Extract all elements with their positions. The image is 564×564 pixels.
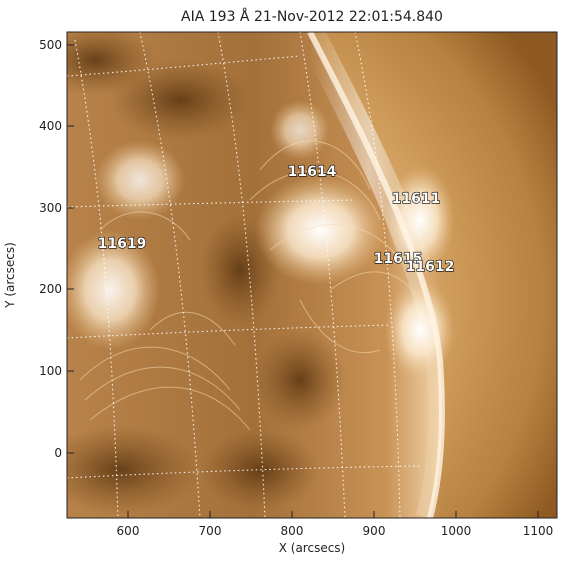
ar-label-11614: 11614: [288, 164, 337, 180]
y-axis-label: Y (arcsecs): [3, 242, 17, 309]
ar-label-11615: 11615: [374, 251, 423, 267]
y-tick-label: 200: [39, 282, 62, 296]
y-axis: [67, 44, 74, 454]
bright-loop: [270, 100, 330, 160]
plot-frame: [66, 31, 558, 519]
y-tick-label: 0: [54, 446, 62, 460]
coronal-loops: [79, 140, 421, 431]
x-axis-label: X (arcsecs): [279, 541, 346, 555]
x-tick-label: 600: [117, 524, 140, 538]
x-axis: [127, 511, 539, 518]
x-tick-label: 900: [363, 524, 386, 538]
figure-title: AIA 193 Å 21-Nov-2012 22:01:54.840: [181, 8, 443, 25]
ar-label-11612: 11612: [406, 259, 455, 275]
bright-active-region: [67, 230, 160, 350]
dark-region: [67, 425, 200, 515]
y-tick-label: 300: [39, 201, 62, 215]
ar-label-11619: 11619: [98, 236, 147, 252]
solar-image: 11614 11611 11619 11615 11612: [67, 32, 557, 518]
heliographic-grid: [67, 32, 421, 518]
x-tick-label: 800: [281, 524, 304, 538]
y-tick-label: 500: [39, 38, 62, 52]
dark-region: [200, 430, 320, 510]
bright-active-region: [255, 175, 385, 285]
dark-region: [110, 60, 250, 140]
x-tick-label: 1100: [523, 524, 554, 538]
y-tick-label: 400: [39, 119, 62, 133]
x-tick-label: 700: [199, 524, 222, 538]
x-tick-label: 1000: [441, 524, 472, 538]
bright-active-region: [95, 140, 185, 220]
dark-region: [255, 330, 345, 430]
y-tick-label: 100: [39, 364, 62, 378]
solar-limb: [307, 32, 445, 518]
ar-label-11611: 11611: [392, 191, 441, 207]
